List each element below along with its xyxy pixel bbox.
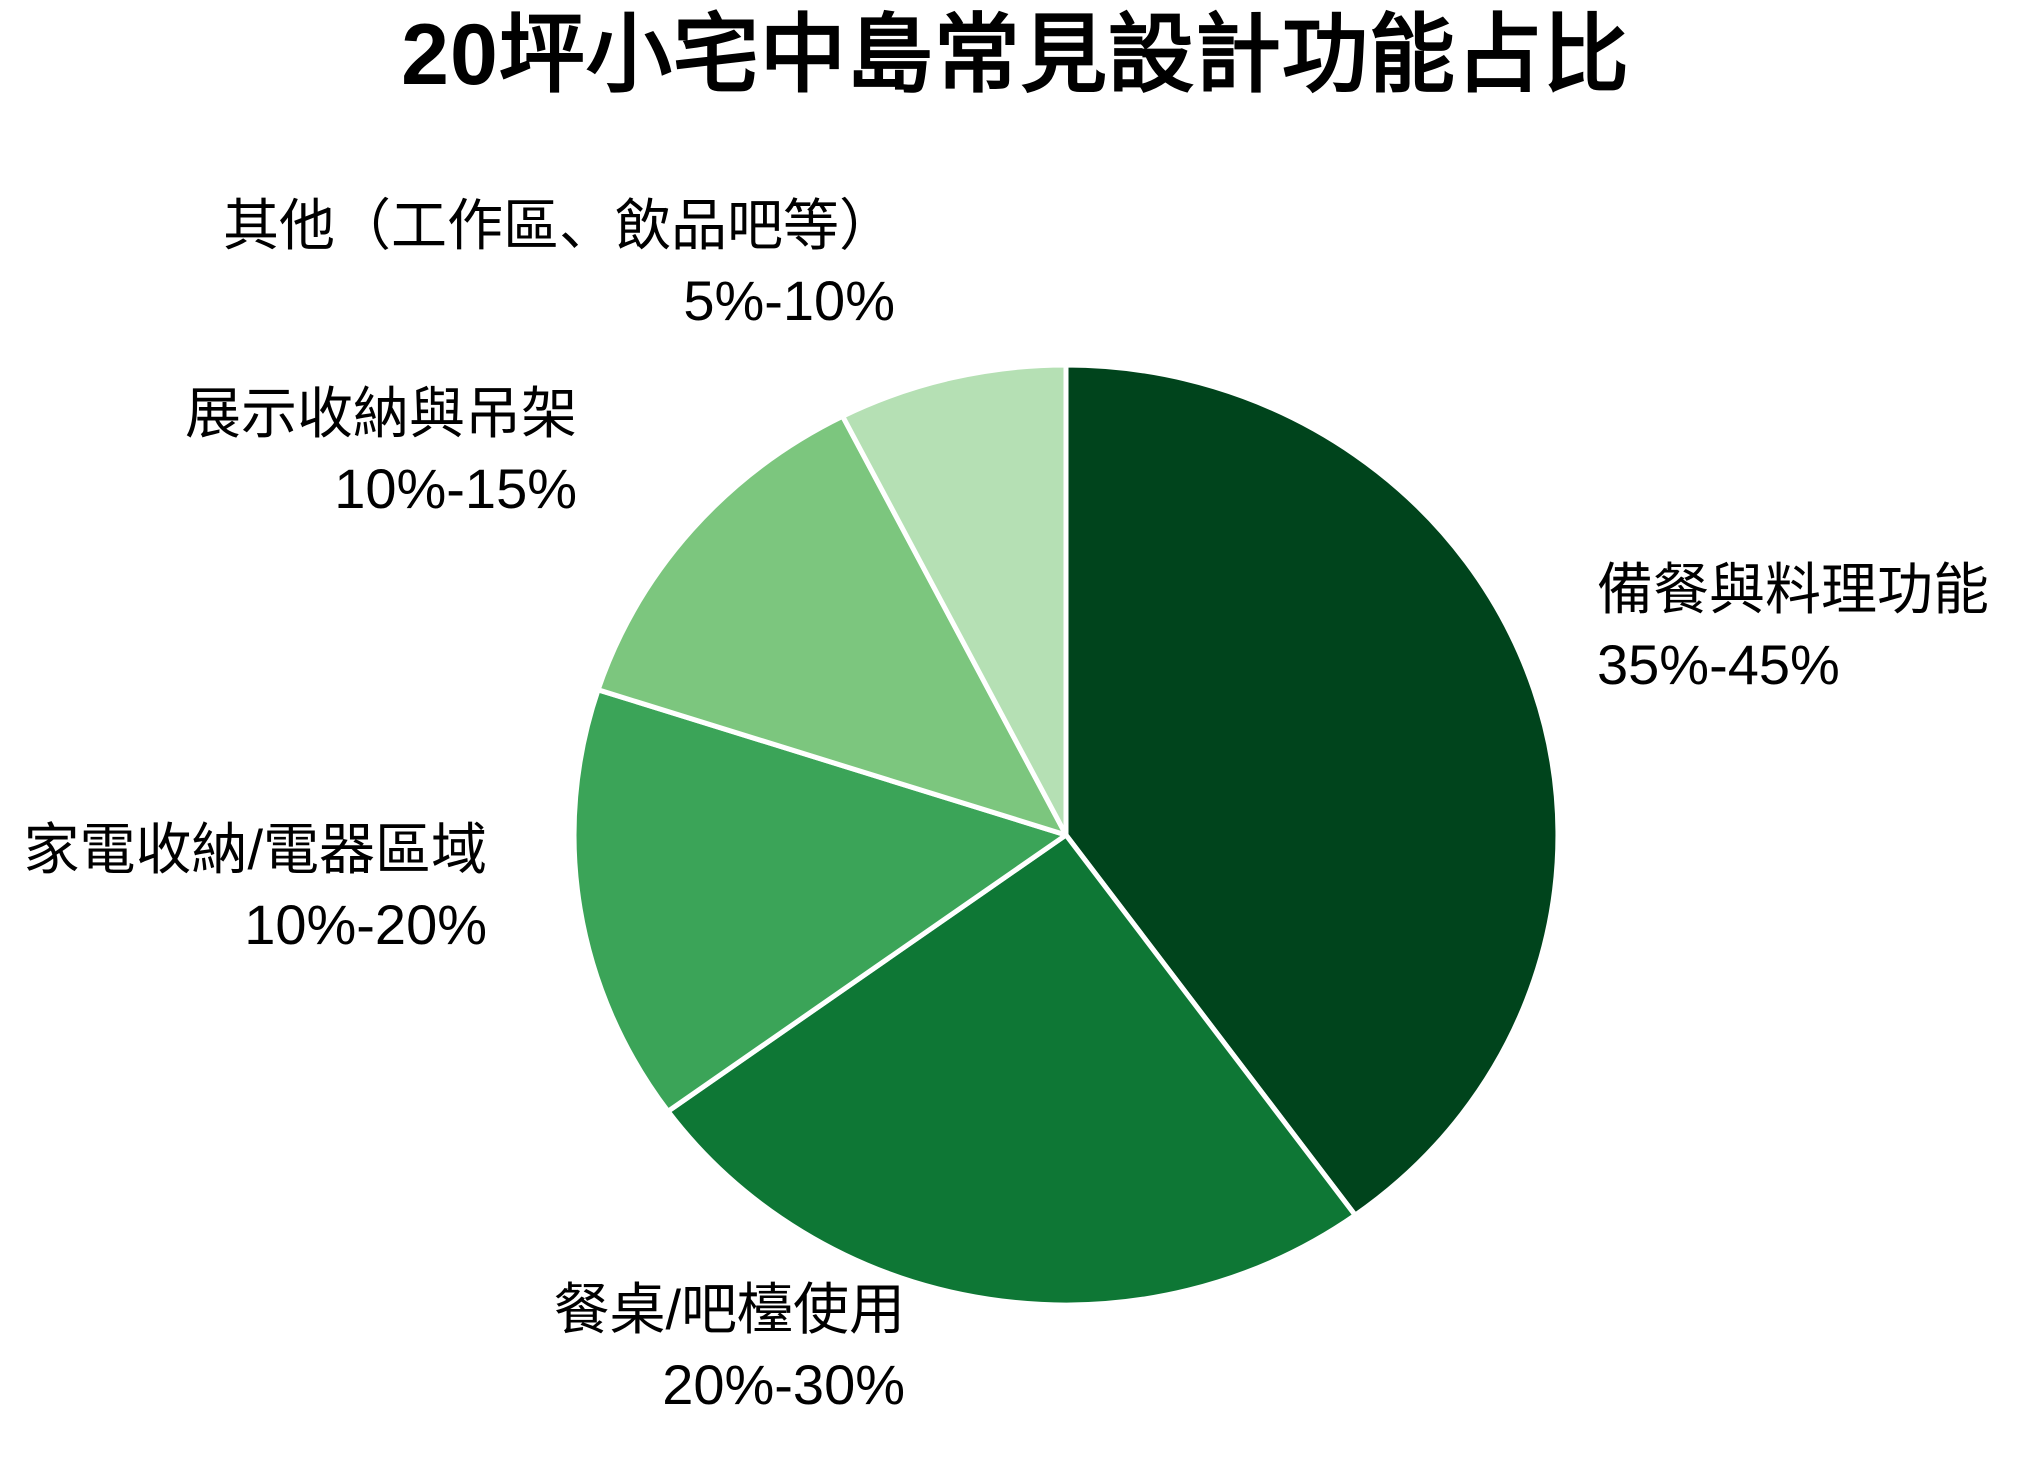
slice-name: 其他（工作區、飲品吧等） (223, 194, 895, 257)
pie-label-display-storage: 展示收納與吊架 10%-15% (185, 376, 577, 526)
slice-range: 5%-10% (683, 269, 895, 333)
pie-slice-3 (595, 413, 1069, 838)
pie-label-other: 其他（工作區、飲品吧等） 5%-10% (223, 188, 895, 338)
slice-range: 35%-45% (1597, 633, 1840, 697)
slice-name: 家電收納/電器區域 (23, 818, 487, 881)
pie-label-prep-cooking: 備餐與料理功能 35%-45% (1597, 552, 1989, 702)
slice-range: 10%-15% (334, 457, 577, 521)
slice-range: 10%-20% (244, 893, 487, 957)
pie-label-dining-bar: 餐桌/吧檯使用 20%-30% (553, 1272, 905, 1422)
chart-title: 20坪小宅中島常見設計功能占比 (401, 7, 1630, 103)
pie-slice-4 (840, 362, 1069, 838)
pie-slice-2 (571, 687, 1069, 1114)
pie-slice-0 (1063, 362, 1561, 1218)
slice-name: 展示收納與吊架 (185, 382, 577, 445)
slice-name: 備餐與料理功能 (1597, 558, 1989, 621)
slice-name: 餐桌/吧檯使用 (553, 1278, 905, 1341)
pie-label-appliance-storage: 家電收納/電器區域 10%-20% (23, 812, 487, 962)
slice-range: 20%-30% (662, 1353, 905, 1417)
pie-slice-1 (665, 832, 1358, 1308)
